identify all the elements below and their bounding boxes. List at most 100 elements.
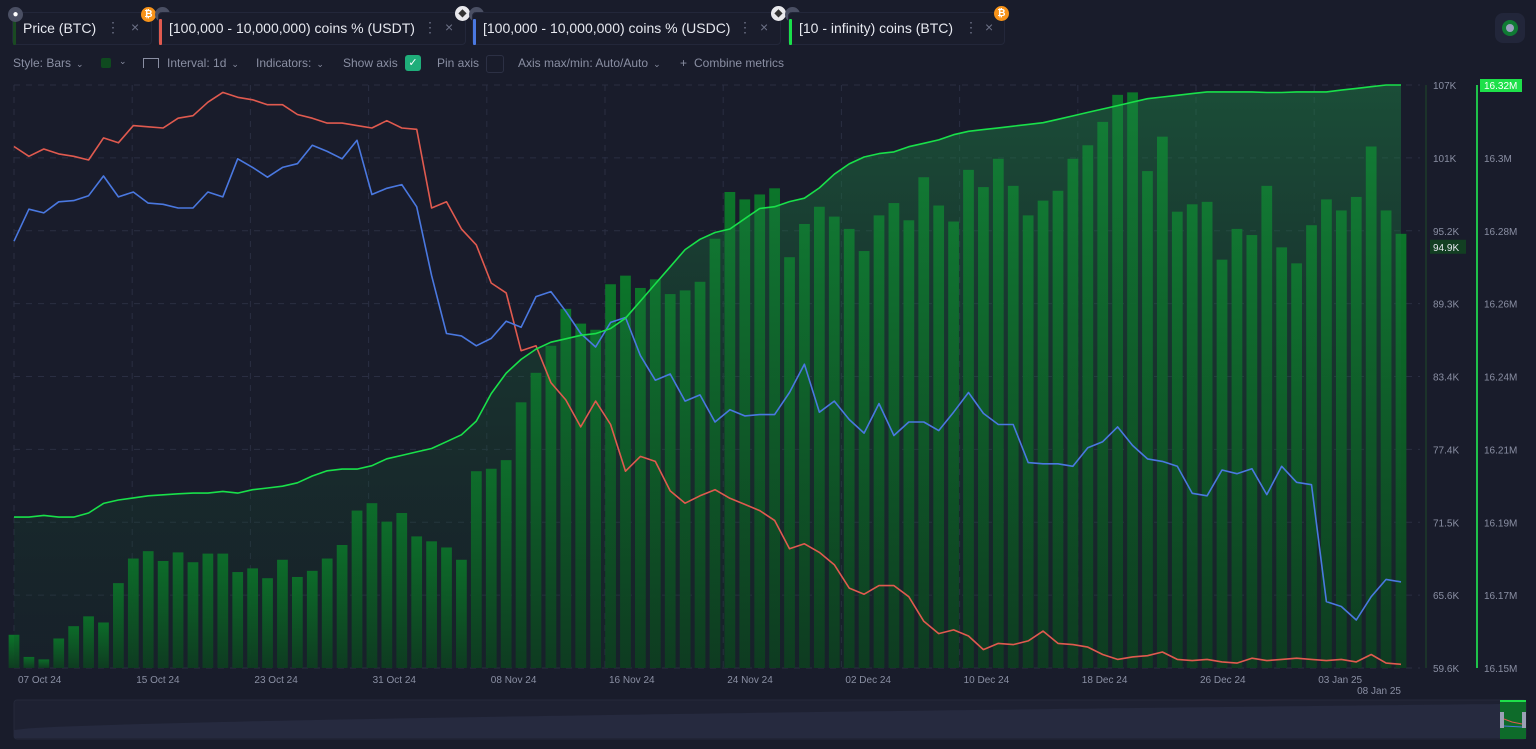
combine-metrics-button[interactable]: + Combine metrics [680,56,784,70]
x-axis-tick-label: 08 Nov 24 [491,675,537,686]
current-price-badge [1430,239,1466,254]
show-axis-label: Show axis [343,56,398,70]
right-axis-tick-label: 16.3M [1484,154,1512,165]
tab-menu-icon[interactable]: ⋮ [423,19,437,35]
metric-tabs: Price (BTC) ⋮ × ● ₿ ● [100,000 - 10,000,… [0,0,1536,46]
chevron-down-icon: ⌄ [76,59,84,69]
current-supply-label: 16.32M [1484,81,1517,92]
bitcoin-icon: ₿ [141,7,156,22]
x-axis-tick-label: 16 Nov 24 [609,675,655,686]
ruler-icon [143,58,159,68]
current-price-label: 94.9K [1433,243,1459,254]
right-axis-tick-label: 16.17M [1484,591,1517,602]
chevron-down-icon: ⌄ [119,56,127,66]
status-toggle-button[interactable] [1495,13,1525,43]
left-axis-tick-label: 95.2K [1433,227,1459,238]
pin-axis-label: Pin axis [437,56,480,70]
x-axis-tick-label: 03 Jan 25 [1318,675,1362,686]
left-axis-tick-label: 83.4K [1433,373,1459,384]
tab-menu-icon[interactable]: ⋮ [964,19,978,35]
close-icon[interactable]: × [985,19,994,35]
x-axis-tick-label: 31 Oct 24 [373,675,417,686]
tab-menu-icon[interactable]: ⋮ [738,19,752,35]
ethereum-icon: ◆ [771,6,786,21]
right-axis-tick-label: 16.26M [1484,300,1517,311]
usdc-line [13,139,1402,621]
range-navigator[interactable] [13,699,1527,740]
supply-area [14,85,1401,668]
series-color-marker [789,19,792,45]
tab-label: [100,000 - 10,000,000) coins % (USDT) [169,20,415,36]
interval-label: Interval: 1d [167,56,227,70]
style-label: Style: Bars [13,56,72,70]
show-axis-checkbox[interactable]: ✓ [405,55,421,71]
navigator-usdc-mini [1503,725,1523,728]
navigator-left-handle [1500,712,1504,728]
right-axis-tick-label: 16.15M [1484,664,1517,675]
tab-label: Price (BTC) [23,20,97,36]
tab-menu-icon[interactable]: ⋮ [106,19,120,35]
left-axis-tick-label: 101K [1433,154,1457,165]
color-swatch [101,58,111,68]
current-supply-badge [1480,79,1522,92]
usdt-line [13,91,1402,666]
supply-area-fill [14,85,1401,668]
left-axis-tick-label: 77.4K [1433,445,1459,456]
supply-line [14,84,1401,518]
left-axis-tick-label: 59.6K [1433,664,1459,675]
status-dot-icon [1506,24,1514,32]
chevron-down-icon: ⌄ [316,59,324,69]
navigator-usdt-mini [1503,718,1523,725]
right-axis-tick-label: 16.19M [1484,518,1517,529]
axes: 107K 101K 95.2K 89.3K 83.4K 77.4K 71.5K 65.6K 59… [18,79,1522,697]
color-dropdown[interactable]: ⌄ [101,56,131,70]
interval-dropdown[interactable]: Interval: 1d ⌄ [143,56,239,70]
close-icon[interactable]: × [445,19,454,35]
left-axis-tick-label: 71.5K [1433,518,1459,529]
plus-icon: + [680,56,688,70]
x-axis-tick-label: 08 Jan 25 [1357,686,1401,697]
axis-maxmin-dropdown[interactable]: Axis max/min: Auto/Auto ⌄ [518,56,661,70]
right-axis-tick-label: 16.21M [1484,445,1517,456]
series-color-marker [473,19,476,45]
indicators-label: Indicators: [256,56,312,70]
tab-price-btc[interactable]: Price (BTC) ⋮ × [12,12,152,45]
x-axis-tick-label: 10 Dec 24 [964,675,1010,686]
close-icon[interactable]: × [760,19,769,35]
tab-label: [10 - infinity) coins (BTC) [799,20,954,36]
pin-axis-checkbox[interactable] [486,55,504,73]
ethereum-icon: ◆ [455,6,470,21]
chevron-down-icon: ⌄ [231,59,239,69]
lock-icon: ● [8,7,23,22]
chevron-down-icon: ⌄ [653,59,661,69]
x-axis-tick-label: 07 Oct 24 [18,675,62,686]
x-axis-tick-label: 23 Oct 24 [254,675,298,686]
indicators-dropdown[interactable]: Indicators: ⌄ [256,56,324,70]
tab-label: [100,000 - 10,000,000) coins % (USDC) [483,20,731,36]
bitcoin-icon: ₿ [994,6,1009,21]
x-axis-tick-label: 02 Dec 24 [845,675,891,686]
chart-toolbar: Style: Bars ⌄ ⌄ Interval: 1d ⌄ Indicators:… [0,52,1536,74]
right-axis-tick-label: 16.24M [1484,373,1517,384]
x-axis-tick-label: 15 Oct 24 [136,675,180,686]
navigator-preview [14,704,1500,738]
close-icon[interactable]: × [131,19,140,35]
tab-usdc[interactable]: [100,000 - 10,000,000) coins % (USDC) ⋮ … [472,12,781,45]
navigator-right-handle [1522,712,1526,728]
metric-lines [13,84,1402,666]
left-axis-tick-label: 65.6K [1433,591,1459,602]
tab-supply-btc[interactable]: [10 - infinity) coins (BTC) ⋮ × [788,12,1005,45]
series-color-marker [159,19,162,45]
x-axis-tick-label: 26 Dec 24 [1200,675,1246,686]
x-axis-tick-label: 24 Nov 24 [727,675,773,686]
x-axis-tick-label: 18 Dec 24 [1082,675,1128,686]
right-axis-tick-label: 16.28M [1484,227,1517,238]
tab-usdt[interactable]: [100,000 - 10,000,000) coins % (USDT) ⋮ … [158,12,466,45]
combine-label: Combine metrics [694,56,785,70]
axis-maxmin-label: Axis max/min: Auto/Auto [518,56,649,70]
left-axis-tick-label: 107K [1433,81,1457,92]
left-axis-tick-label: 89.3K [1433,300,1459,311]
series-color-marker [13,19,16,45]
style-dropdown[interactable]: Style: Bars ⌄ [13,56,84,70]
